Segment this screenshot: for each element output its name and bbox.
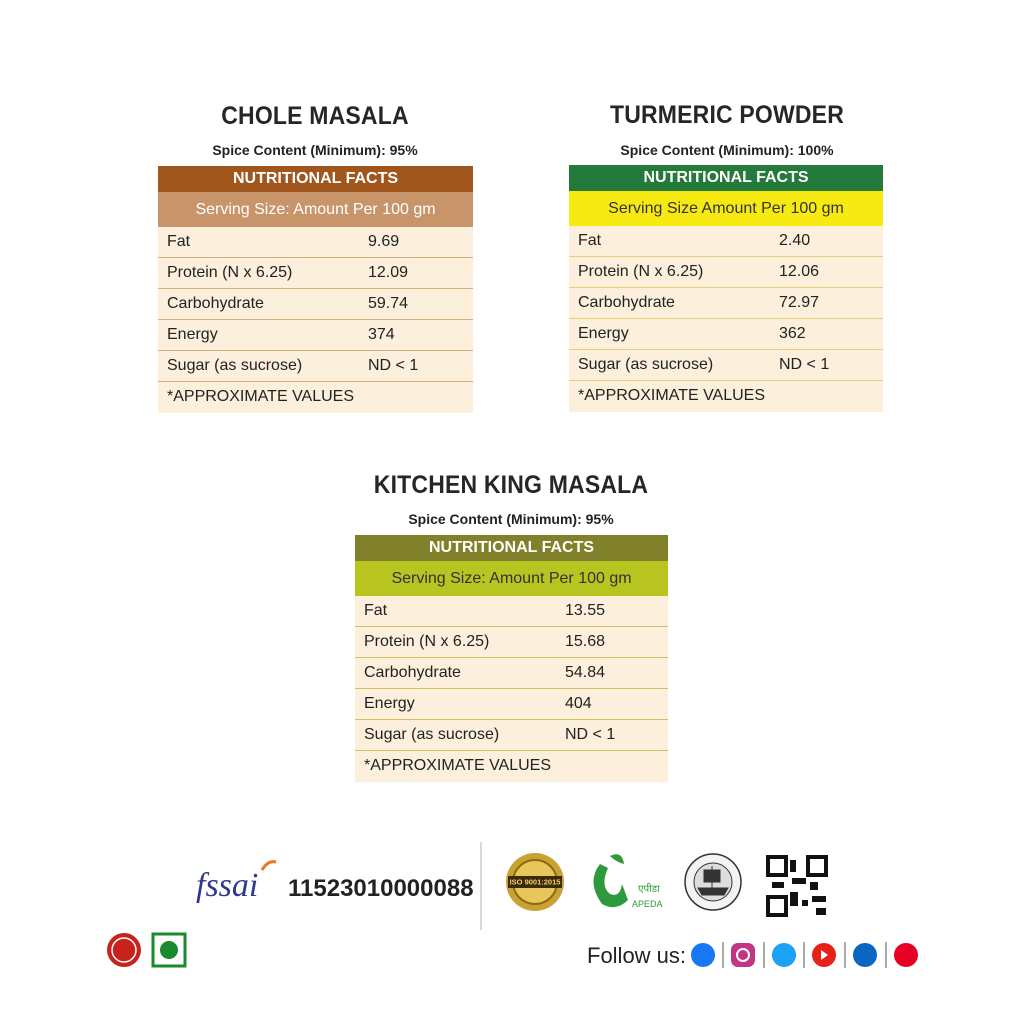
nutrient-value: 12.09 <box>368 264 409 281</box>
nutrient-name: Energy <box>578 325 629 342</box>
apeda-hindi: एपीडा <box>638 883 660 895</box>
twitter-icon[interactable] <box>772 943 796 967</box>
nutrient-row: Fat 2.40 <box>569 226 883 257</box>
table-header: NUTRITIONAL FACTS <box>569 165 883 191</box>
nutrient-name: Sugar (as sucrose) <box>578 356 714 373</box>
spice-content: Spice Content (Minimum): 95% <box>212 142 418 158</box>
nutrient-name: Protein (N x 6.25) <box>167 264 293 281</box>
serving-size: Serving Size Amount Per 100 gm <box>569 191 883 226</box>
nutrient-name: Carbohydrate <box>364 664 461 681</box>
iso-band <box>508 876 562 888</box>
nutrition-table: NUTRITIONAL FACTS Serving Size Amount Per… <box>569 165 883 412</box>
serving-size: Serving Size: Amount Per 100 gm <box>158 192 473 227</box>
nutrient-value: ND < 1 <box>565 726 616 743</box>
nutrient-name: Energy <box>167 326 218 343</box>
nutrient-row: Sugar (as sucrose) ND < 1 <box>158 351 473 382</box>
nutrient-row: Carbohydrate 54.84 <box>355 658 668 689</box>
serving-size: Serving Size: Amount Per 100 gm <box>355 561 668 596</box>
nutrient-row: Sugar (as sucrose) ND < 1 <box>355 720 668 751</box>
veg-dot <box>160 941 178 959</box>
social-icons <box>691 942 918 968</box>
nutrient-name: Fat <box>167 233 191 250</box>
fssai-accent <box>260 860 277 871</box>
apeda-label: APEDA <box>632 899 663 909</box>
nutrient-row: Fat 9.69 <box>158 227 473 258</box>
nutrient-name: Energy <box>364 695 415 712</box>
apeda-leaf-top <box>610 854 624 864</box>
nutrition-table: NUTRITIONAL FACTS Serving Size: Amount Pe… <box>158 166 473 413</box>
nutrient-value: 72.97 <box>779 294 820 311</box>
spices-board-ship <box>697 866 729 896</box>
nutrient-value: ND < 1 <box>779 356 830 373</box>
nutrient-name: Fat <box>364 602 388 619</box>
instagram-icon[interactable] <box>731 943 755 967</box>
nutrient-name: Sugar (as sucrose) <box>364 726 500 743</box>
nutrient-value: ND < 1 <box>368 357 419 374</box>
nutrient-row: Protein (N x 6.25) 12.06 <box>569 257 883 288</box>
qr-code <box>766 855 828 917</box>
nutrient-name: Protein (N x 6.25) <box>578 263 704 280</box>
table-header: NUTRITIONAL FACTS <box>355 535 668 561</box>
footnote: *APPROXIMATE VALUES <box>578 387 766 404</box>
nutrient-name: Carbohydrate <box>578 294 675 311</box>
nutrient-row: Carbohydrate 72.97 <box>569 288 883 319</box>
linkedin-icon[interactable] <box>853 943 877 967</box>
nutrient-value: 54.84 <box>565 664 606 681</box>
spice-content: Spice Content (Minimum): 100% <box>620 142 834 158</box>
facebook-icon[interactable] <box>691 943 715 967</box>
nutrient-value: 59.74 <box>368 295 409 312</box>
footnote: *APPROXIMATE VALUES <box>364 757 552 774</box>
jain-icon-ring <box>111 937 137 963</box>
panel-title: CHOLE MASALA <box>221 102 409 130</box>
nutrient-value: 2.40 <box>779 232 811 249</box>
iso-text: ISO 9001:2015 <box>510 878 561 887</box>
nutrient-name: Protein (N x 6.25) <box>364 633 490 650</box>
fssai-logo: fssai <box>196 867 258 904</box>
panel-title: TURMERIC POWDER <box>609 101 845 129</box>
nutrient-value: 13.55 <box>565 602 606 619</box>
nutrient-row: Fat 13.55 <box>355 596 668 627</box>
nutrient-value: 12.06 <box>779 263 820 280</box>
pinterest-icon[interactable] <box>894 943 918 967</box>
license-number: 11523010000088 <box>288 875 474 902</box>
youtube-glyph <box>821 950 828 960</box>
panel-title: KITCHEN KING MASALA <box>373 471 649 499</box>
nutrient-value: 404 <box>565 695 592 712</box>
nutrient-row: Protein (N x 6.25) 12.09 <box>158 258 473 289</box>
nutrition-table: NUTRITIONAL FACTS Serving Size: Amount Pe… <box>355 535 668 782</box>
nutrient-row: Protein (N x 6.25) 15.68 <box>355 627 668 658</box>
spice-content: Spice Content (Minimum): 95% <box>408 511 614 527</box>
apeda-leaf <box>593 864 628 908</box>
nutrient-row: Energy 362 <box>569 319 883 350</box>
footer: fssai 11523010000088 ISO 9001:2015 एपीडा… <box>107 842 918 968</box>
nutrient-value: 362 <box>779 325 806 342</box>
nutrient-row: Sugar (as sucrose) ND < 1 <box>569 350 883 381</box>
nutrient-name: Sugar (as sucrose) <box>167 357 303 374</box>
footnote: *APPROXIMATE VALUES <box>167 388 355 405</box>
nutrient-value: 374 <box>368 326 395 343</box>
follow-label: Follow us: <box>587 943 686 968</box>
table-header: NUTRITIONAL FACTS <box>158 166 473 192</box>
nutrient-row: Energy 374 <box>158 320 473 351</box>
nutrient-value: 15.68 <box>565 633 606 650</box>
nutrient-name: Carbohydrate <box>167 295 264 312</box>
instagram-glyph <box>736 948 750 962</box>
nutrient-value: 9.69 <box>368 233 400 250</box>
nutrient-row: Energy 404 <box>355 689 668 720</box>
nutrient-row: Carbohydrate 59.74 <box>158 289 473 320</box>
nutrient-name: Fat <box>578 232 602 249</box>
